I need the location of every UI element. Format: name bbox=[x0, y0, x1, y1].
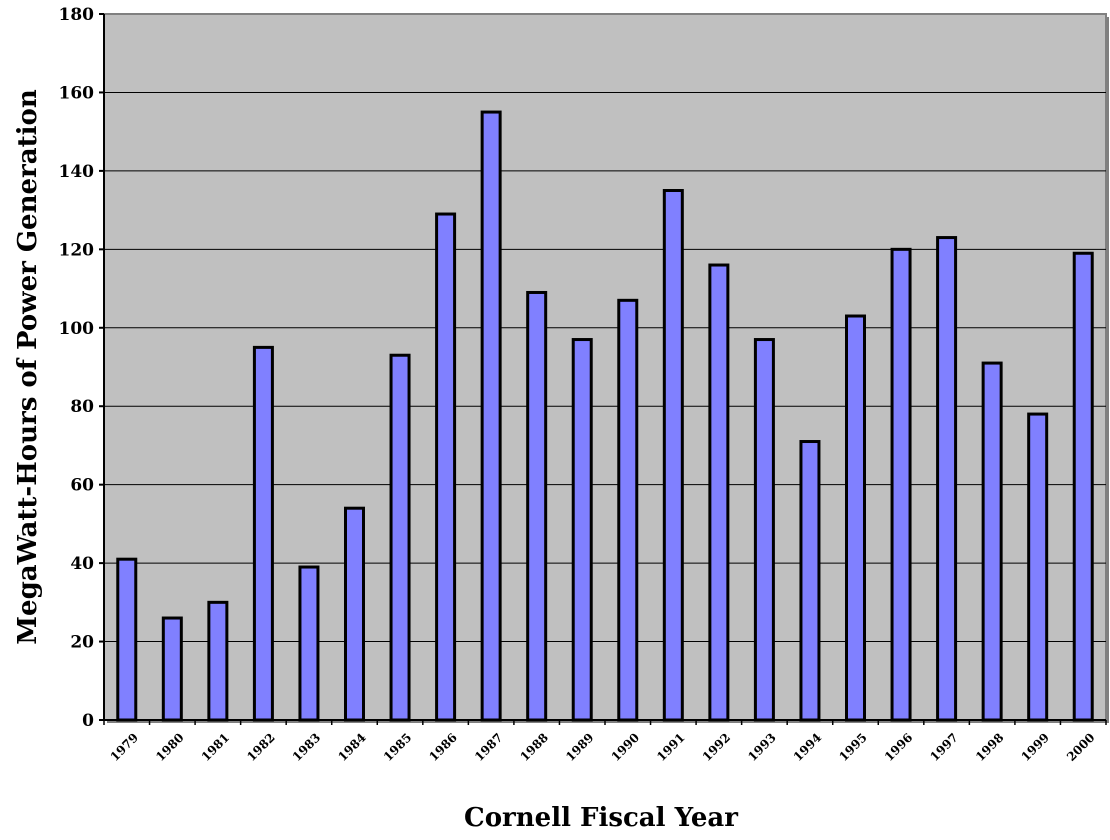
x-axis-title: Cornell Fiscal Year bbox=[464, 803, 738, 833]
x-tick-label: 1998 bbox=[973, 730, 1007, 764]
x-tick-label: 1981 bbox=[199, 730, 233, 764]
x-tick-label: 1979 bbox=[108, 730, 142, 764]
y-tick-label: 60 bbox=[70, 476, 94, 496]
x-tick-label: 1989 bbox=[563, 730, 597, 764]
y-axis-ticks: 0 20 40 60 80 100 120 140 160 180 bbox=[59, 5, 104, 731]
bar-1984 bbox=[344, 506, 365, 722]
x-tick-label: 1985 bbox=[381, 730, 415, 764]
y-tick-label: 180 bbox=[59, 5, 95, 25]
bar-1988 bbox=[526, 290, 548, 722]
bar-1993 bbox=[753, 338, 775, 722]
y-tick-label: 20 bbox=[70, 633, 94, 653]
x-tick-label: 1995 bbox=[836, 730, 870, 764]
bar-1985 bbox=[389, 353, 411, 722]
bar-1998 bbox=[981, 361, 1003, 722]
x-tick-label: 1999 bbox=[1019, 730, 1053, 764]
bar-1992 bbox=[708, 263, 730, 722]
x-tick-label: 1988 bbox=[518, 730, 552, 764]
bar-1995 bbox=[845, 314, 866, 722]
x-tick-label: 1986 bbox=[426, 730, 460, 764]
bar-1979 bbox=[116, 557, 138, 722]
x-axis-ticks: 1979 1980 1981 1982 1983 1984 1985 1986 1987 1988… bbox=[103, 720, 1107, 764]
bar-1994 bbox=[799, 440, 821, 722]
bar-1980 bbox=[161, 616, 183, 722]
y-tick-label: 160 bbox=[59, 83, 95, 103]
x-tick-label: 2000 bbox=[1064, 730, 1098, 764]
bar-1990 bbox=[617, 298, 639, 722]
bar-1996 bbox=[890, 247, 912, 722]
y-tick-label: 140 bbox=[59, 162, 95, 182]
x-tick-label: 1984 bbox=[335, 730, 369, 764]
x-tick-label: 1997 bbox=[927, 730, 961, 764]
bar-1991 bbox=[662, 189, 684, 722]
x-tick-label: 1993 bbox=[745, 730, 779, 764]
bar-1981 bbox=[207, 600, 229, 722]
x-tick-label: 1987 bbox=[472, 730, 506, 764]
bar-1997 bbox=[936, 236, 958, 722]
y-tick-label: 100 bbox=[59, 319, 95, 339]
x-tick-label: 1983 bbox=[290, 730, 324, 764]
x-tick-label: 1982 bbox=[244, 730, 278, 764]
x-tick-label: 1990 bbox=[609, 730, 643, 764]
y-tick-label: 0 bbox=[82, 711, 94, 731]
x-tick-label: 1980 bbox=[153, 730, 187, 764]
x-tick-label: 1996 bbox=[882, 730, 916, 764]
bar-1989 bbox=[571, 338, 593, 722]
bar-2000 bbox=[1072, 251, 1094, 722]
bar-1999 bbox=[1027, 412, 1049, 722]
y-tick-label: 120 bbox=[59, 240, 95, 260]
y-tick-label: 40 bbox=[70, 554, 94, 574]
bar-1986 bbox=[435, 212, 457, 722]
bar-1987 bbox=[480, 110, 502, 722]
x-tick-label: 1992 bbox=[700, 730, 734, 764]
bar-1982 bbox=[252, 345, 274, 722]
x-tick-label: 1991 bbox=[654, 730, 688, 764]
y-axis-title: MegaWatt-Hours of Power Generation bbox=[13, 89, 43, 645]
y-tick-label: 80 bbox=[70, 397, 94, 417]
x-tick-label: 1994 bbox=[791, 730, 825, 764]
bar-1983 bbox=[298, 565, 320, 722]
